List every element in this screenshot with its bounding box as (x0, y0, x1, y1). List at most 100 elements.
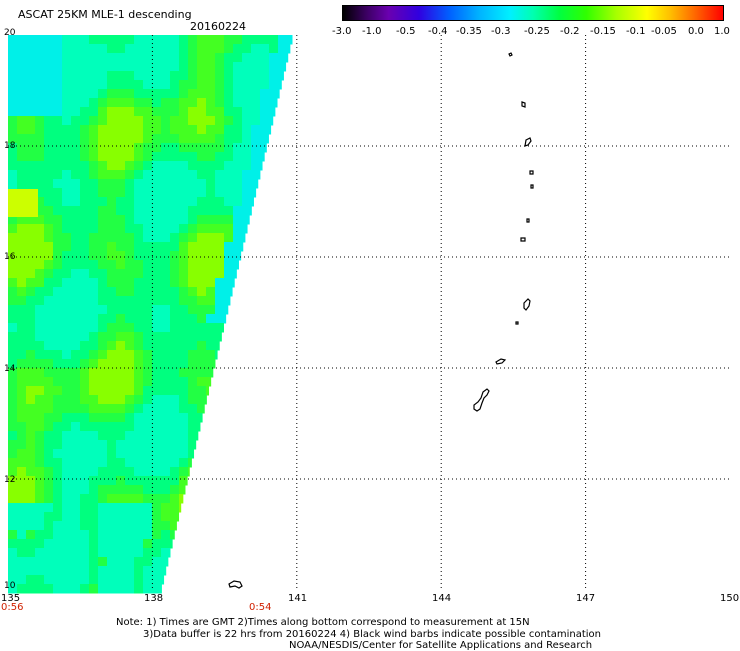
swath-cell (134, 152, 144, 162)
swath-cell (206, 125, 216, 135)
swath-cell (269, 62, 279, 72)
swath-cell (80, 71, 90, 81)
swath-cell (8, 449, 18, 459)
swath-cell (62, 422, 72, 432)
swath-cell (116, 467, 126, 477)
swath-cell (197, 143, 207, 153)
swath-cell (44, 494, 54, 504)
swath-cell (179, 215, 189, 225)
swath-cell (62, 566, 72, 576)
swath-cell (53, 359, 63, 369)
swath-cell (44, 512, 54, 522)
swath-cell (80, 143, 90, 153)
swath-cell (35, 161, 45, 171)
swath-cell (233, 152, 243, 162)
swath-cell (107, 116, 117, 126)
swath-cell (26, 458, 36, 468)
swath-cell (89, 530, 99, 540)
swath-cell (161, 458, 171, 468)
swath-cell (215, 251, 225, 261)
swath-cell (152, 512, 162, 522)
swath-cell (143, 440, 153, 450)
swath-cell (8, 521, 18, 531)
swath-cell (152, 530, 162, 540)
swath-cell (62, 368, 72, 378)
swath-cell (116, 134, 126, 144)
swath-cell (116, 440, 126, 450)
swath-cell (125, 548, 135, 558)
swath-cell (17, 161, 27, 171)
colorbar-label: -0.35 (456, 26, 482, 37)
swath-cell (35, 206, 45, 216)
swath-cell (44, 575, 54, 585)
swath-cell (62, 179, 72, 189)
swath-cell (89, 125, 99, 135)
swath-cell (269, 35, 279, 45)
swath-cell (125, 494, 135, 504)
swath-cell (206, 71, 216, 81)
swath-cell (35, 179, 45, 189)
swath-cell (251, 71, 261, 81)
swath-cell (161, 548, 171, 558)
swath-cell (197, 89, 207, 99)
swath-cell (143, 242, 153, 252)
swath-cell (107, 413, 117, 423)
swath-cell (44, 539, 54, 549)
swath-cell (197, 404, 205, 414)
swath-cell (161, 584, 162, 594)
swath-cell (26, 107, 36, 117)
swath-cell (170, 350, 180, 360)
swath-cell (116, 404, 126, 414)
swath-cell (197, 44, 207, 54)
swath-cell (152, 494, 162, 504)
swath-cell (71, 440, 81, 450)
swath-cell (26, 260, 36, 270)
swath-cell (197, 296, 207, 306)
swath-cell (206, 269, 216, 279)
swath-cell (62, 494, 72, 504)
lon-label: 138 (144, 593, 164, 604)
swath-cell (80, 314, 90, 324)
swath-cell (134, 332, 144, 342)
swath-cell (125, 179, 135, 189)
swath-cell (98, 116, 108, 126)
swath-cell (71, 386, 81, 396)
swath-cell (71, 134, 81, 144)
swath-cell (170, 314, 180, 324)
swath-cell (242, 215, 250, 225)
swath-cell (107, 575, 117, 585)
swath-cell (8, 134, 18, 144)
swath-cell (206, 260, 216, 270)
swath-cell (35, 188, 45, 198)
swath-cell (62, 161, 72, 171)
swath-cell (26, 503, 36, 513)
swath-cell (278, 71, 284, 81)
swath-cell (107, 179, 117, 189)
swath-cell (179, 98, 189, 108)
swath-cell (161, 125, 171, 135)
swath-cell (134, 251, 144, 261)
swath-cell (188, 386, 198, 396)
swath-cell (62, 314, 72, 324)
swath-cell (188, 323, 198, 333)
swath-cell (179, 206, 189, 216)
swath-cell (8, 530, 18, 540)
swath-cell (134, 440, 144, 450)
swath-cell (125, 134, 135, 144)
swath-cell (134, 98, 144, 108)
swath-cell (170, 44, 180, 54)
swath-cell (179, 80, 189, 90)
swath-cell (44, 530, 54, 540)
swath-cell (170, 476, 180, 486)
swath-cell (107, 368, 117, 378)
swath-cell (116, 521, 126, 531)
swath-cell (80, 134, 90, 144)
time-label-mid: 0:54 (249, 602, 272, 613)
swath-cell (125, 458, 135, 468)
swath-cell (80, 305, 90, 315)
swath-cell (98, 134, 108, 144)
swath-cell (152, 287, 162, 297)
swath-cell (116, 530, 126, 540)
swath-cell (206, 251, 216, 261)
